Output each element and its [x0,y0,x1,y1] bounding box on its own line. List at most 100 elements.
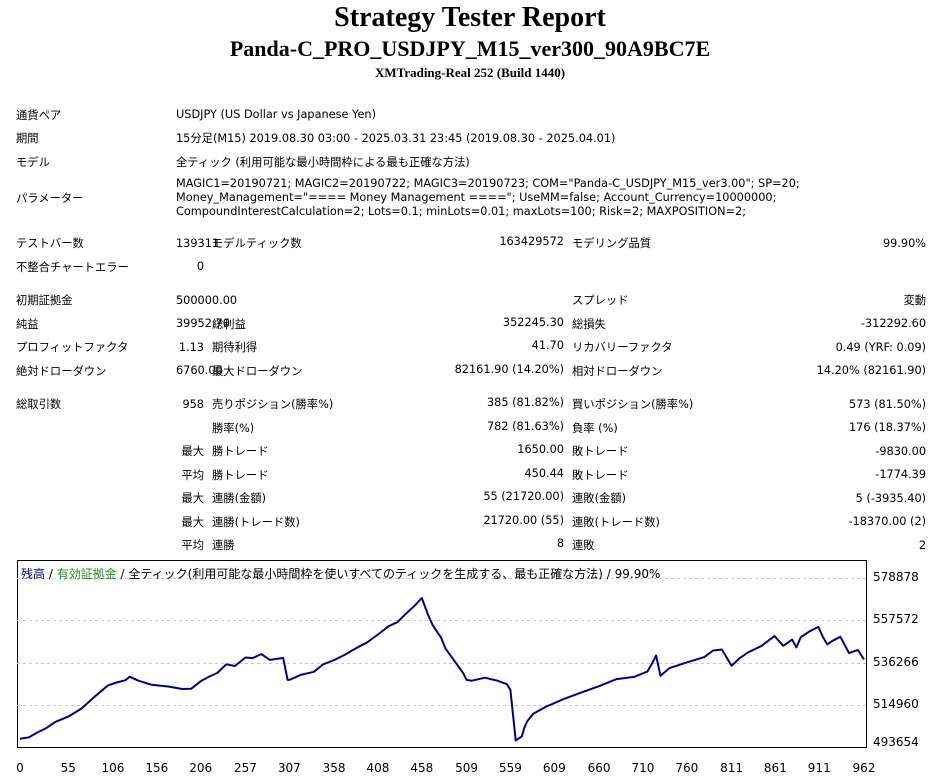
gross-loss-label: 総損失 [572,317,606,331]
ticks-value: 163429572 [499,235,564,249]
deposit-value: 500000.00 [176,293,238,307]
avg-loss-value: -1774.39 [875,468,927,482]
max-win-label: 勝トレード [212,445,269,459]
x-tick-label: 307 [277,761,301,775]
y-tick-label: 557572 [873,612,919,627]
win-rate-label: 勝率(%) [212,421,255,435]
bars-value: 139311 [176,236,220,250]
avg-win-value: 450.44 [524,466,564,480]
x-tick-label: 408 [366,761,390,775]
pf-label: プロフィットファクタ [16,341,129,355]
period-label: 期間 [16,132,39,146]
long-label: 買いポジション(勝率%) [572,398,694,412]
rel-dd-value: 14.20% (82161.90) [816,364,927,378]
cons-win-amt-label: 連勝(金額) [212,492,267,506]
max-win-value: 1650.00 [517,443,564,457]
x-tick-label: 861 [763,761,787,775]
mismatch-value: 0 [196,260,204,274]
avg-cons-win-value: 8 [556,537,564,551]
x-tick-label: 559 [498,761,522,775]
balance-chart [17,578,867,742]
expected-value: 41.70 [531,339,564,353]
recovery-value: 0.49 (YRF: 0.09) [835,340,927,354]
period-value: 15分足(M15) 2019.08.30 03:00 - 2025.03.31 … [176,132,616,146]
long-value: 573 (81.50%) [849,397,927,411]
y-tick-label: 514960 [873,696,919,711]
model-value: 全ティック (利用可能な最小時間枠による最も正確な方法) [176,155,470,169]
ea-name: Panda-C_PRO_USDJPY_M15_ver300_90A9BC7E [229,36,711,61]
gross-loss-value: -312292.60 [860,317,927,331]
chart-legend: 残高 / 有効証拠金 / 全ティック(利用可能な最小時間枠を使いすべてのティック… [21,565,660,582]
cons-win-cnt-label: 連勝(トレード数) [212,515,300,529]
avg-cons-loss-label: 連敗 [572,539,595,553]
loss-rate-value: 176 (18.37%) [849,421,927,435]
trades-label: 総取引数 [16,398,62,412]
avg-loss-label: 敗トレード [572,468,629,482]
max-loss-label: 敗トレード [572,445,629,459]
abs-dd-label: 絶対ドローダウン [16,364,107,378]
trades-value: 958 [182,397,204,411]
avg-win-label: 勝トレード [212,468,269,482]
short-label: 売りポジション(勝率%) [212,398,334,412]
gross-profit-label: 総利益 [212,317,246,331]
recovery-label: リカバリーファクタ [572,341,673,355]
x-tick-label: 358 [322,761,346,775]
x-tick-label: 106 [101,761,125,775]
balance-series-line [19,597,865,742]
x-tick-label: 811 [720,761,743,775]
legend-sep: / [45,567,57,581]
cons-loss-cnt-label: 連敗(トレード数) [572,515,660,529]
cons-loss-amt-label: 連敗(金額) [572,492,627,506]
legend-equity: 有効証拠金 [56,567,117,581]
loss-rate-label: 負率 (%) [572,421,618,435]
x-tick-label: 257 [234,761,257,775]
x-tick-label: 509 [455,761,479,775]
max-loss-value: -9830.00 [875,444,927,458]
pair-label: 通貨ペア [16,108,62,122]
model-label: モデル [16,155,50,169]
x-tick-label: 760 [675,761,699,775]
gross-profit-value: 352245.30 [502,315,564,329]
abs-dd-value: 6760.00 [176,364,223,378]
x-tick-label: 458 [410,761,434,775]
short-value: 385 (81.82%) [486,396,564,410]
max-label-3: 最大 [181,515,204,529]
y-tick-label: 536266 [873,654,919,669]
max-dd-label: 最大ドローダウン [212,364,303,378]
pf-value: 1.13 [178,340,204,354]
legend-rest: / 全ティック(利用可能な最小時間枠を使いすべてのティックを生成する、最も正確な… [116,567,661,581]
quality-label: モデリング品質 [572,237,652,251]
max-label: 最大 [181,445,204,459]
x-tick-label: 710 [631,761,655,775]
spread-value: 変動 [903,294,927,308]
report-table: 通貨ペア USDJPY (US Dollar vs Japanese Yen) … [12,103,930,557]
x-tick-label: 660 [587,761,611,775]
legend-balance: 残高 [21,567,46,581]
cons-win-cnt-value: 21720.00 (55) [483,513,564,527]
x-tick-label: 206 [189,761,213,775]
y-tick-label: 578878 [873,570,919,584]
avg-label-2: 平均 [181,539,204,553]
x-tick-label: 962 [852,761,876,775]
pair-value: USDJPY (US Dollar vs Japanese Yen) [176,108,376,122]
x-tick-label: 156 [145,761,169,775]
server-info: XMTrading-Real 252 (Build 1440) [374,65,566,80]
net-label: 純益 [16,317,39,331]
x-tick-label: 911 [807,761,831,775]
bars-label: テストバー数 [16,237,84,251]
avg-cons-win-label: 連勝 [212,539,235,553]
x-tick-label: 55 [60,761,76,775]
rel-dd-label: 相対ドローダウン [572,364,663,378]
cons-loss-cnt-value: -18370.00 (2) [848,515,927,529]
net-value: 39952.70 [176,317,230,331]
quality-value: 99.90% [882,236,927,250]
x-tick-label: 0 [16,761,24,775]
avg-label: 平均 [181,468,204,482]
spread-label: スプレッド [572,294,629,308]
mismatch-label: 不整合チャートエラー [16,260,129,274]
y-tick-label: 493654 [873,735,919,749]
expected-label: 期待利得 [212,341,258,355]
deposit-label: 初期証拠金 [16,294,73,308]
x-tick-label: 609 [542,761,566,775]
max-label-2: 最大 [181,492,204,506]
